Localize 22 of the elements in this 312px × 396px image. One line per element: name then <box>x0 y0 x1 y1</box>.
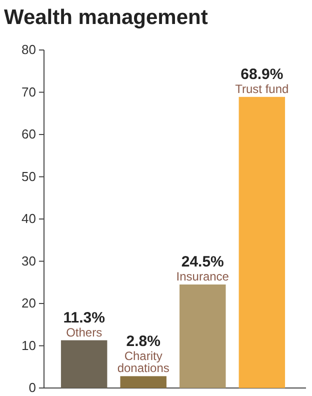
bar <box>180 284 226 388</box>
y-tick-label: 80 <box>22 42 36 58</box>
data-label: 11.3% <box>63 309 105 326</box>
x-tick-label: Others <box>66 325 102 340</box>
y-tick-label: 10 <box>22 338 36 353</box>
y-tick-label: 0 <box>28 380 36 396</box>
y-tick-label: 30 <box>22 253 36 268</box>
y-tick-label: 40 <box>22 211 36 226</box>
y-tick-label: 70 <box>22 84 36 100</box>
bar <box>120 376 166 388</box>
x-tick-label: Insurance <box>176 269 230 284</box>
data-label: 68.9% <box>240 66 284 83</box>
x-tick-label: Charity donations <box>117 349 170 376</box>
bar <box>60 340 108 388</box>
bar <box>238 96 286 388</box>
y-tick-label: 50 <box>22 168 36 184</box>
y-tick-label: 20 <box>22 296 36 311</box>
x-tick-label: Trust fund <box>235 82 289 96</box>
y-tick-label: 60 <box>22 126 36 142</box>
data-label: 2.8% <box>126 333 160 350</box>
chart-title: Wealth management <box>4 6 208 29</box>
data-label: 24.5% <box>181 253 224 270</box>
